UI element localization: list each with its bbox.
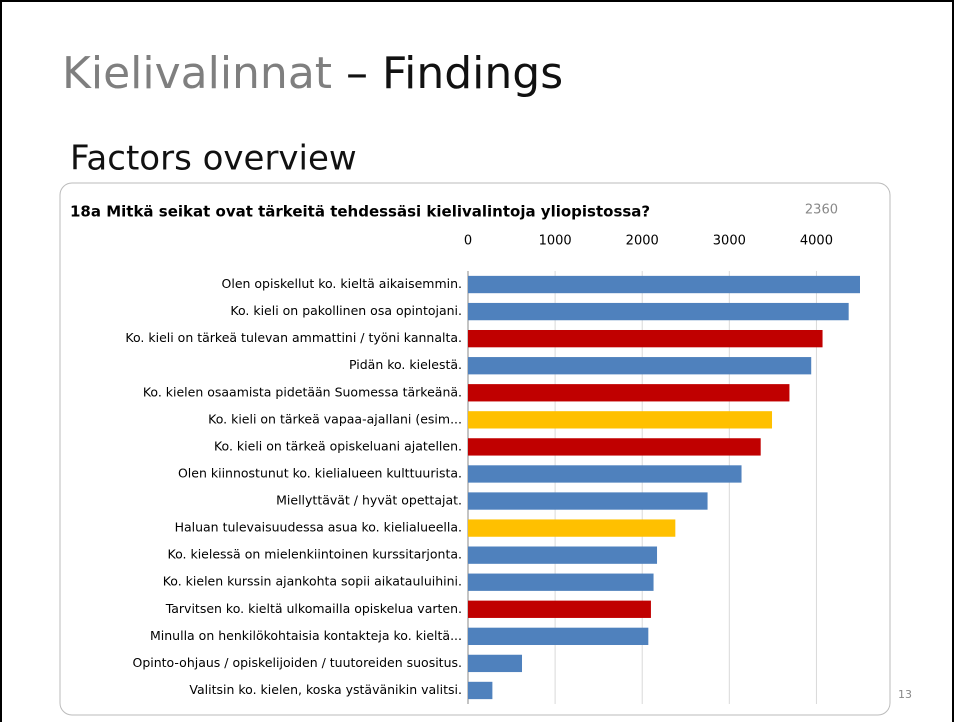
x-tick-label: 1000 [539,234,572,249]
x-tick-label: 0 [464,234,472,249]
y-tick-label: Haluan tulevaisuudessa asua ko. kielialu… [175,520,462,535]
bar [468,492,708,510]
x-tick-label: 3000 [713,234,746,249]
y-tick-label: Valitsin ko. kielen, koska ystävänikin v… [189,682,462,697]
y-tick-label: Tarvitsen ko. kieltä ulkomailla opiskelu… [165,601,462,616]
bar [468,654,523,673]
bar [468,411,773,429]
bar [468,275,860,294]
y-tick-label: Ko. kielessä on mielenkiintoinen kurssit… [168,547,462,562]
bar [468,357,812,375]
bar [468,519,676,537]
bar [468,627,649,646]
y-tick-label: Miellyttävät / hyvät opettajat. [276,493,462,508]
bar [468,600,651,618]
y-tick-label: Ko. kieli on tärkeä opiskeluani ajatelle… [214,438,462,453]
y-tick-label: Ko. kieli on pakollinen osa opintojani. [230,303,462,318]
y-tick-label: Olen opiskellut ko. kieltä aikaisemmin. [222,276,462,291]
y-tick-label: Ko. kieli on tärkeä vapaa-ajallani (esim… [208,411,462,426]
bar [468,465,742,483]
y-tick-label: Ko. kielen osaamista pidetään Suomessa t… [143,384,462,399]
y-tick-label: Pidän ko. kielestä. [349,357,462,372]
chart-title: 18a Mitkä seikat ovat tärkeitä tehdessäs… [70,203,650,221]
y-tick-label: Opinto-ohjaus / opiskelijoiden / tuutore… [132,655,462,670]
x-tick-label: 2000 [626,234,659,249]
bar [468,681,493,700]
slide-title: Kielivalinnat – Findings [62,48,563,99]
y-tick-label: Olen kiinnostunut ko. kielialueen kulttu… [178,465,462,480]
page-number: 13 [898,688,912,701]
y-tick-label: Ko. kielen kurssin ajankohta sopii aikat… [163,574,462,589]
bar [468,438,761,456]
x-tick-label: 4000 [800,234,833,249]
bar [468,546,658,564]
bar [468,302,849,321]
subtitle: Factors overview [70,139,357,179]
y-tick-label: Ko. kieli on tärkeä tulevan ammattini / … [125,330,462,345]
y-tick-label: Minulla on henkilökohtaisia kontakteja k… [150,628,462,643]
title-main: Kielivalinnat [62,48,332,99]
bar [468,329,823,348]
bar [468,384,790,402]
annotation: 2360 [805,203,838,218]
bar [468,573,654,591]
title-rest: – Findings [346,48,563,99]
